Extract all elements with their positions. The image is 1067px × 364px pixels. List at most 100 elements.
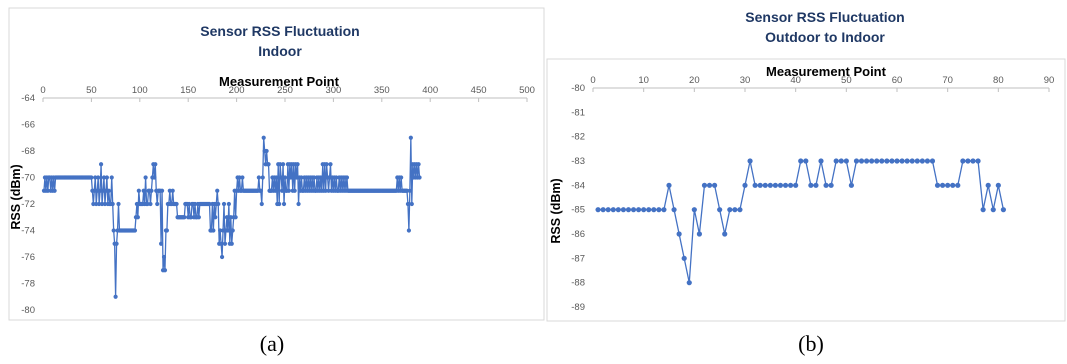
chart-a-data-point	[134, 201, 139, 207]
chart-a-x-tick-label: 250	[277, 85, 293, 96]
chart-a-x-tick-label: 500	[519, 85, 535, 96]
chart-a-data-point	[149, 188, 154, 193]
chart-b-y-tick-label: -86	[571, 229, 585, 240]
chart-b-data-point	[595, 207, 601, 213]
chart-a-data-point	[213, 215, 218, 220]
chart-a-data-point	[281, 201, 287, 207]
chart-a-data-point	[91, 201, 96, 207]
chart-a-data-point	[192, 201, 198, 207]
chart-b-data-point	[864, 158, 870, 164]
chart-a-data-point	[174, 201, 179, 207]
chart-a-data-point	[237, 175, 242, 180]
chart-a-data-point	[404, 188, 410, 193]
chart-b-data-point	[712, 182, 718, 188]
chart-a-data-point	[219, 254, 225, 260]
chart-a-data-point	[407, 188, 412, 193]
chart-b-data-point	[995, 182, 1001, 188]
chart-a-y-tick-label: -76	[21, 252, 35, 263]
chart-a-data-point	[218, 228, 223, 233]
chart-a-data-point	[277, 201, 282, 207]
chart-b-series-line	[598, 160, 1005, 284]
chart-b-data-point	[737, 207, 743, 213]
chart-b-data-point	[924, 158, 930, 164]
chart-b-data-point	[641, 207, 647, 213]
chart-b-data-point	[706, 182, 713, 188]
chart-b-data-point	[777, 182, 784, 188]
chart-a-data-point	[141, 188, 146, 193]
chart-a-data-point	[96, 175, 101, 180]
chart-b-y-tick-label: -82	[571, 132, 585, 143]
chart-a-data-point	[155, 201, 160, 207]
chart-a-data-point	[97, 201, 102, 207]
chart-a-data-point	[102, 201, 108, 207]
chart-a-data-point	[259, 201, 264, 207]
chart-a-data-point	[324, 162, 329, 167]
chart-b-y-tick-label: -88	[571, 278, 585, 289]
chart-b-data-point	[742, 182, 748, 188]
chart-b-data-point	[1000, 207, 1006, 213]
chart-b-data-point	[788, 182, 794, 188]
chart-b-data-point	[980, 207, 986, 213]
chart-b-data-point	[681, 255, 687, 261]
chart-a-x-tick-label: 400	[422, 85, 438, 96]
chart-b-data-point	[894, 158, 900, 164]
chart-b-data-point	[615, 207, 621, 213]
chart-a-data-point	[408, 135, 413, 140]
chart-a-data-point	[187, 201, 192, 207]
chart-a-data-point	[222, 241, 228, 246]
chart-b-x-tick-label: 90	[1044, 75, 1055, 86]
chart-b-data-point	[929, 158, 936, 164]
chart-a-data-point	[260, 175, 265, 180]
chart-a-data-point	[261, 135, 266, 140]
chart-a-data-point	[52, 188, 57, 193]
chart-a-frame	[8, 7, 545, 321]
chart-a-data-point	[224, 215, 230, 220]
chart-b-data-point	[879, 158, 885, 164]
chart-b-data-point	[853, 158, 860, 164]
chart-a-data-point	[110, 201, 115, 207]
chart-b-data-point	[990, 207, 996, 213]
chart-a-data-point	[101, 175, 107, 180]
chart-a-x-tick-label: 450	[471, 85, 487, 96]
chart-a-data-point	[132, 228, 138, 233]
chart-a-data-point	[296, 201, 301, 207]
chart-b-data-point	[950, 182, 956, 188]
chart-b-data-point	[610, 207, 616, 213]
chart-b-data-point	[970, 158, 976, 164]
chart-b-data-point	[808, 182, 814, 188]
chart-b-x-tick-label: 10	[638, 75, 649, 86]
chart-a-data-point	[148, 201, 153, 207]
chart-a-data-point	[326, 188, 331, 193]
chart-b-data-point	[762, 182, 768, 188]
chart-a-data-point	[116, 201, 121, 207]
chart-b-data-point	[600, 207, 606, 213]
chart-a-data-point	[221, 201, 227, 207]
chart-a-data-point	[286, 188, 291, 193]
chart-a-data-point	[216, 201, 221, 207]
chart-a-x-tick-label: 200	[229, 85, 245, 96]
chart-b-data-point	[975, 158, 981, 164]
chart-a-svg: Sensor RSS Fluctuation Indoor Measuremen…	[8, 7, 545, 356]
chart-b-data-point	[767, 182, 773, 188]
chart-a-data-point	[280, 188, 285, 193]
chart-b-y-tick-label: -87	[571, 253, 585, 264]
chart-b-subtitle: Outdoor to Indoor	[765, 29, 885, 45]
chart-a-data-point	[311, 175, 317, 180]
chart-b-x-tick-label: 60	[892, 75, 903, 86]
chart-b-title: Sensor RSS Fluctuation	[745, 9, 904, 25]
panel-label-a: (a)	[260, 331, 284, 356]
chart-a-data-point	[228, 215, 233, 220]
chart-a-y-tick-label: -80	[21, 305, 35, 316]
chart-b-data-point	[919, 158, 925, 164]
chart-a-data-point	[266, 162, 271, 167]
chart-a-data-point	[279, 175, 284, 180]
chart-a-data-point	[258, 188, 263, 193]
chart-b-y-tick-label: -83	[571, 156, 585, 167]
chart-a-data-point	[278, 162, 283, 167]
chart-b-data-point	[793, 182, 799, 188]
chart-a-y-tick-label: -66	[21, 120, 35, 131]
chart-b-y-tick-label: -85	[571, 205, 585, 216]
chart-b-svg: Sensor RSS Fluctuation Outdoor to Indoor…	[546, 9, 1066, 356]
chart-b-data-point	[798, 158, 804, 164]
chart-a-data-point	[230, 228, 235, 233]
